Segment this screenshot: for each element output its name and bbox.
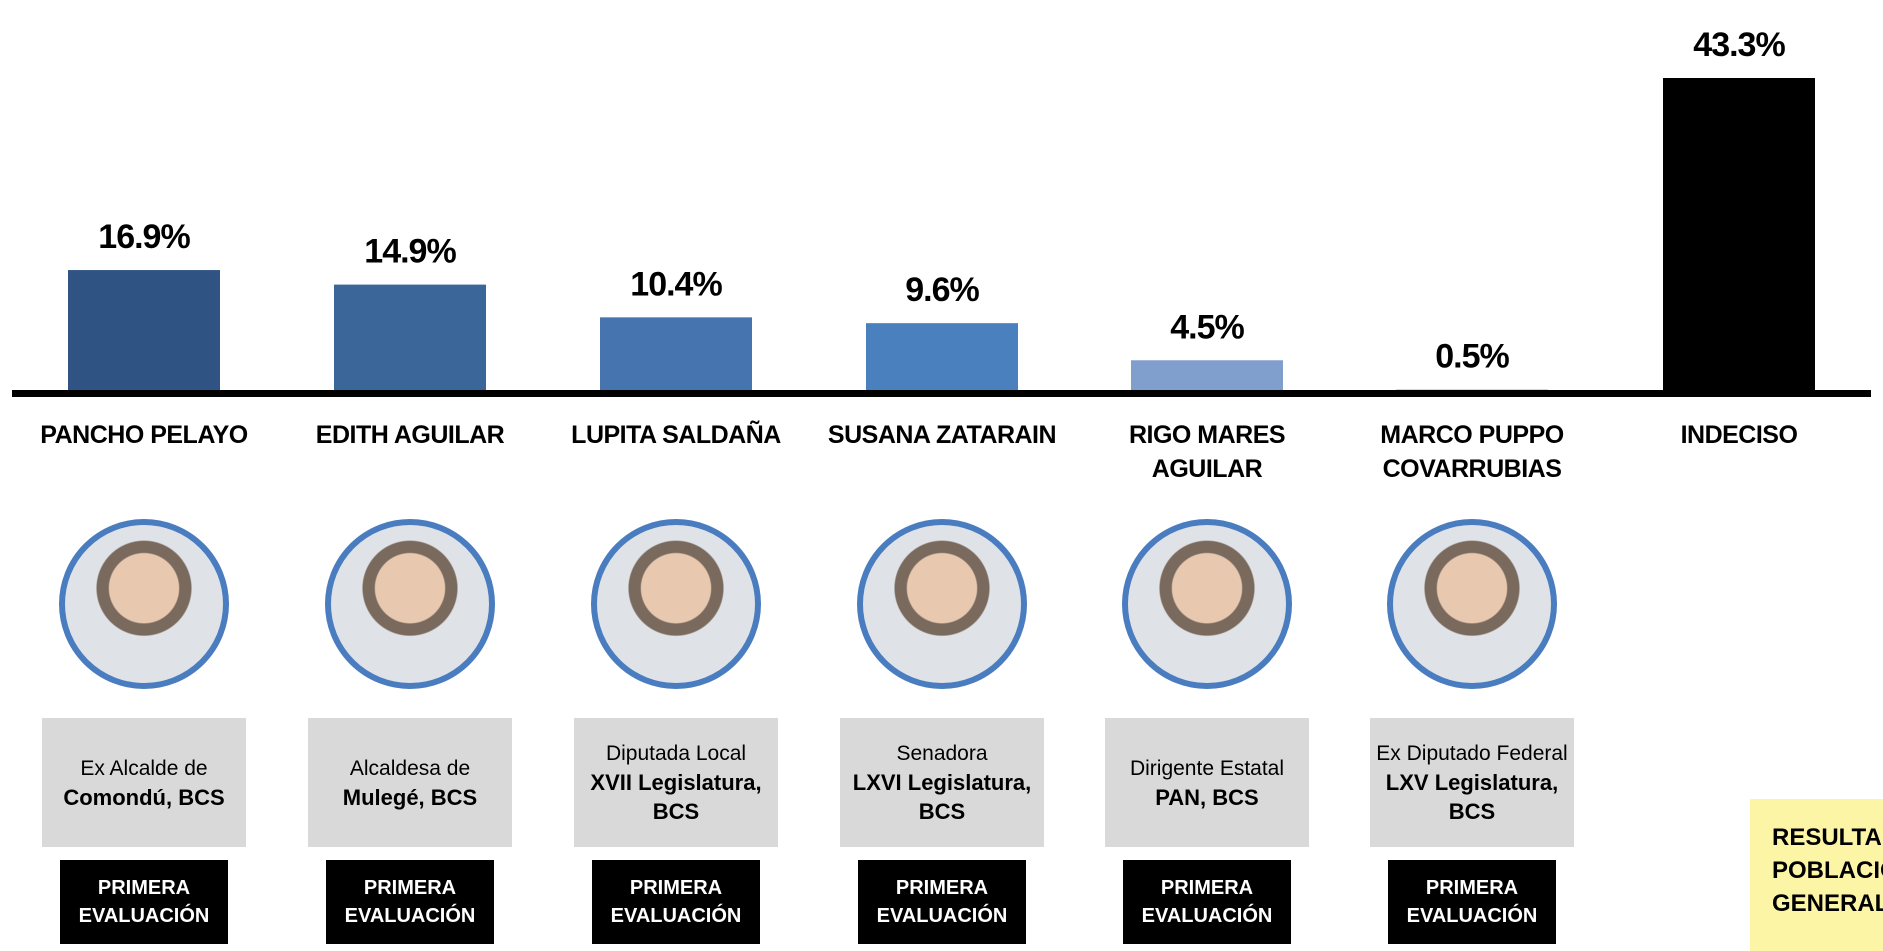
role-box: Ex Alcalde de Comondú, BCS: [42, 718, 246, 847]
role-place: Comondú, BCS: [63, 784, 225, 810]
value-label: 10.4%: [630, 265, 722, 303]
value-label: 16.9%: [98, 218, 190, 256]
candidate-name: LUPITA SALDAÑA: [571, 421, 781, 449]
evaluation-badge: PRIMERA EVALUACIÓN: [592, 860, 760, 944]
evaluation-badge: PRIMERA EVALUACIÓN: [1123, 860, 1291, 944]
role-box: Diputada Local XVII Legislatura, BCS: [574, 718, 778, 847]
candidate-name: SUSANA ZATARAIN: [827, 421, 1057, 449]
candidate-name: MARCO PUPPO COVARRUBIAS: [1380, 421, 1564, 483]
evaluation-badge: PRIMERA EVALUACIÓN: [858, 860, 1026, 944]
role-title: Ex Alcalde de: [80, 756, 208, 780]
value-label: 14.9%: [364, 233, 456, 271]
bar: [1131, 360, 1283, 393]
bar: [600, 317, 752, 393]
candidate-name: RIGO MARES AGUILAR: [1128, 421, 1286, 483]
role-title: Alcaldesa de: [349, 756, 471, 780]
candidate-name: EDITH AGUILAR: [315, 421, 505, 449]
role-place: LXV Legislatura, BCS: [1385, 770, 1559, 824]
value-label: 43.3%: [1693, 26, 1785, 64]
value-label: 0.5%: [1435, 337, 1509, 375]
baseline: [12, 390, 1871, 397]
value-label: 9.6%: [905, 271, 979, 309]
candidate-photo: [1387, 519, 1557, 689]
role-title: Senadora: [896, 742, 988, 765]
bar: [68, 270, 220, 393]
candidate-photo: [59, 519, 229, 689]
candidate-name: PANCHO PELAYO: [40, 421, 248, 449]
role-box: Ex Diputado Federal LXV Legislatura, BCS: [1370, 718, 1574, 847]
candidate-photo: [591, 519, 761, 689]
role-text: Senadora LXVI Legislatura, BCS: [840, 739, 1044, 826]
role-box: Senadora LXVI Legislatura, BCS: [840, 718, 1044, 847]
role-text: Dirigente Estatal PAN, BCS: [1130, 754, 1284, 812]
role-box: Alcaldesa de Mulegé, BCS: [308, 718, 512, 847]
role-text: Alcaldesa de Mulegé, BCS: [343, 754, 477, 812]
bar: [1663, 78, 1815, 393]
role-place: LXVI Legislatura, BCS: [852, 770, 1032, 824]
value-label: 4.5%: [1170, 308, 1244, 346]
role-title: Diputada Local: [605, 742, 747, 765]
candidate-photo: [325, 519, 495, 689]
role-place: Mulegé, BCS: [342, 784, 478, 810]
result-note: RESULTADO POBLACIÓN GENERAL: [1750, 799, 1883, 951]
evaluation-badge: PRIMERA EVALUACIÓN: [326, 860, 494, 944]
bar: [866, 323, 1018, 393]
candidate-photo: [857, 519, 1027, 689]
role-box: Dirigente Estatal PAN, BCS: [1105, 718, 1309, 847]
role-text: Diputada Local XVII Legislatura, BCS: [574, 739, 778, 826]
role-title: Dirigente Estatal: [1129, 756, 1285, 780]
role-place: PAN, BCS: [1155, 784, 1259, 810]
candidate-photo: [1122, 519, 1292, 689]
bar: [334, 284, 486, 393]
evaluation-badge: PRIMERA EVALUACIÓN: [1388, 860, 1556, 944]
candidate-name: INDECISO: [1680, 421, 1798, 449]
evaluation-badge: PRIMERA EVALUACIÓN: [60, 860, 228, 944]
role-place: XVII Legislatura, BCS: [590, 770, 762, 824]
role-text: Ex Diputado Federal LXV Legislatura, BCS: [1370, 739, 1574, 826]
role-text: Ex Alcalde de Comondú, BCS: [63, 754, 224, 812]
role-title: Ex Diputado Federal: [1376, 742, 1568, 765]
